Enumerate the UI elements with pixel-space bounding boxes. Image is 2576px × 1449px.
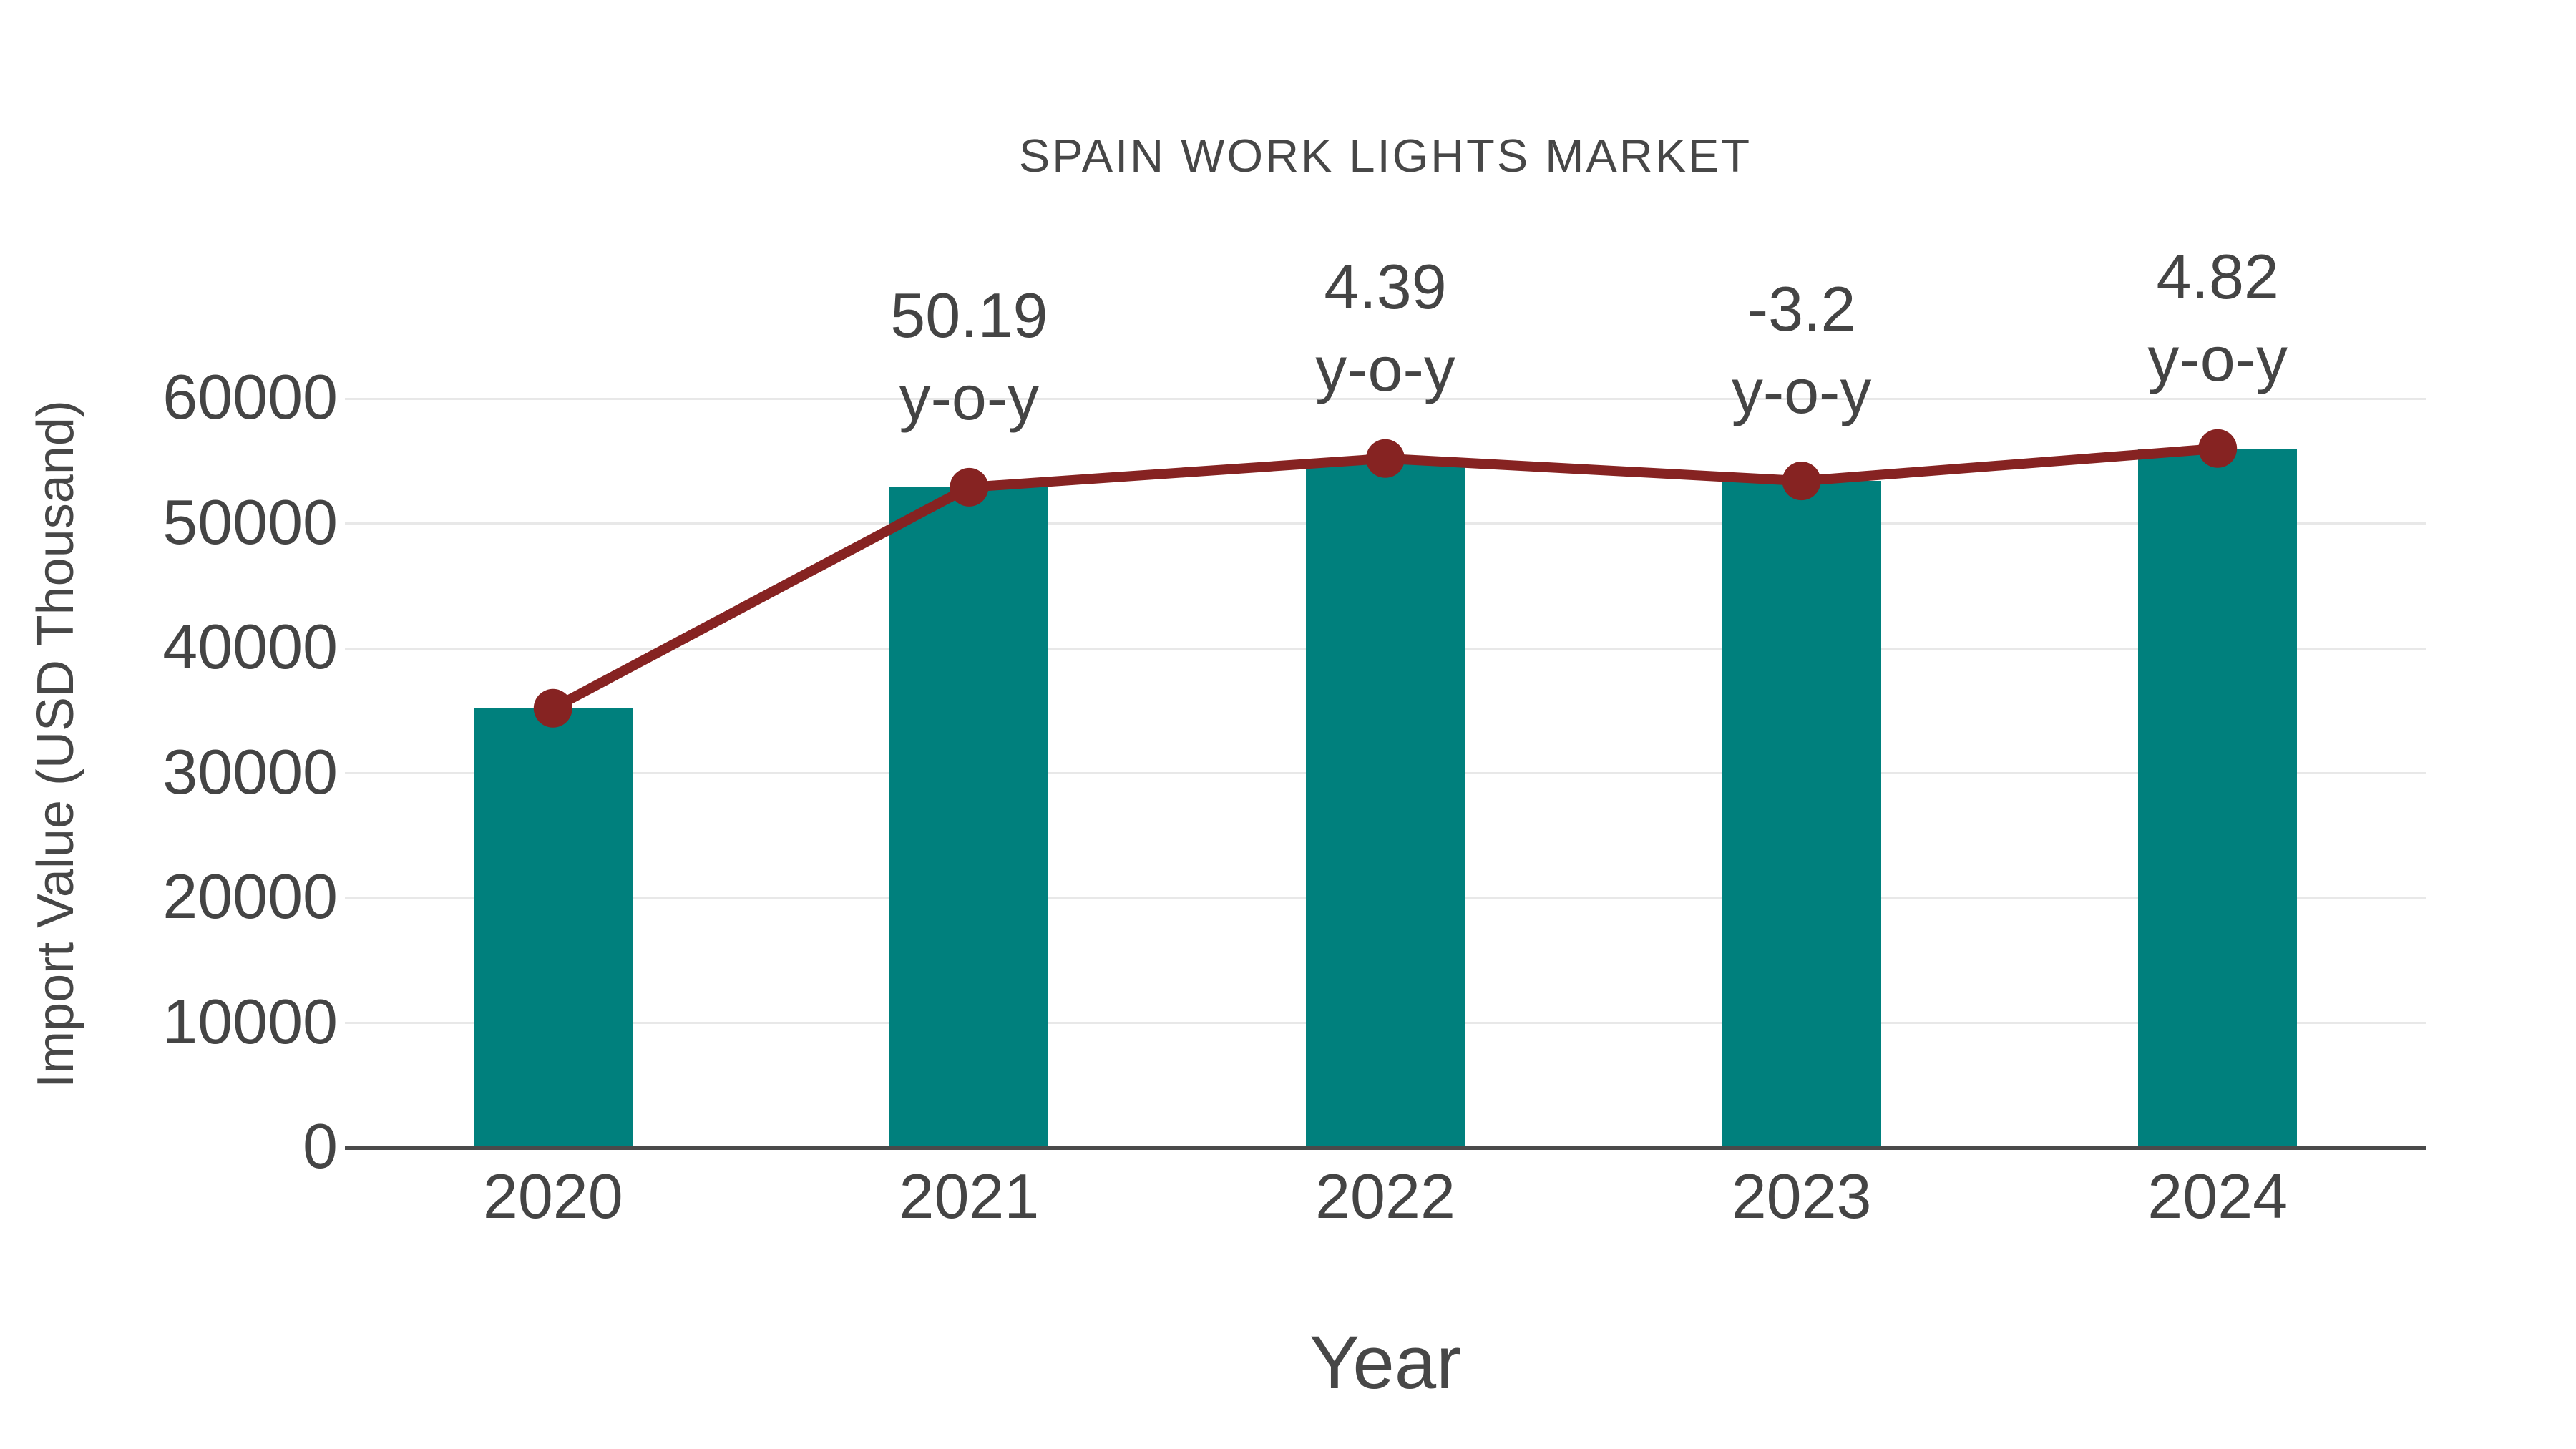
- annotation-yoy-text-2023: y-o-y: [1731, 356, 1872, 427]
- trend-point-2024: [2198, 429, 2238, 468]
- annotation-value-text-2022: 4.39: [1324, 250, 1447, 322]
- y-tick-label-20000: 20000: [162, 860, 338, 932]
- x-tick-label-2023: 2023: [1731, 1161, 1872, 1231]
- trend-point-2022: [1366, 439, 1405, 478]
- x-tick-label-2022: 2022: [1315, 1161, 1455, 1231]
- annotation-yoy-text-2022: y-o-y: [1315, 333, 1455, 404]
- annotation-yoy-text-2024: y-o-y: [2147, 323, 2288, 394]
- x-tick-label-2024: 2024: [2147, 1161, 2288, 1231]
- annotation-value-text-2021: 50.19: [890, 279, 1048, 351]
- y-tick-label-0: 0: [303, 1110, 338, 1181]
- trend-point-2023: [1782, 462, 1821, 501]
- annotation-yoy-text-2021: y-o-y: [899, 361, 1040, 433]
- y-tick-label-60000: 60000: [162, 361, 338, 432]
- gridline-60000: [345, 397, 2426, 400]
- bar-2024: [2138, 448, 2298, 1148]
- y-tick-label-10000: 10000: [162, 985, 338, 1057]
- bar-2022: [1306, 458, 1465, 1148]
- x-tick-label-2021: 2021: [899, 1161, 1040, 1231]
- chart-title: SPAIN WORK LIGHTS MARKET: [1018, 130, 1752, 182]
- x-axis-title: Year: [1309, 1321, 1462, 1405]
- bar-2021: [889, 487, 1049, 1148]
- bar-2023: [1722, 481, 1881, 1148]
- trend-line: [550, 443, 2218, 713]
- x-axis-line: [345, 1146, 2426, 1150]
- x-tick-label-2020: 2020: [482, 1161, 623, 1231]
- annotation-value-text-2024: 4.82: [2156, 240, 2279, 312]
- y-tick-label-30000: 30000: [162, 736, 338, 807]
- y-tick-label-40000: 40000: [162, 610, 338, 682]
- bar-2020: [473, 708, 633, 1148]
- trend-point-2021: [950, 467, 989, 507]
- annotation-value-text-2023: -3.2: [1747, 273, 1856, 345]
- trend-point-2020: [533, 688, 572, 728]
- y-tick-label-50000: 50000: [162, 486, 338, 557]
